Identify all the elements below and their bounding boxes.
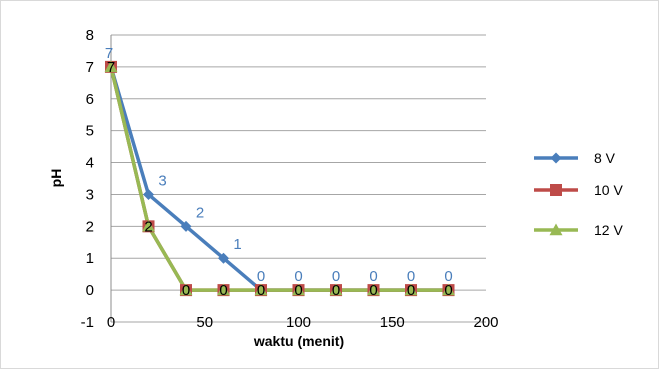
data-label: 1 <box>233 236 241 253</box>
data-point <box>217 283 230 296</box>
x-tick-label: 150 <box>380 314 405 331</box>
data-label: 0 <box>294 282 302 299</box>
y-axis-title: pH <box>48 169 64 188</box>
data-label: 7 <box>105 45 113 62</box>
legend: 8 V 10 V 12 V <box>534 150 623 238</box>
data-label: 0 <box>444 282 452 299</box>
data-label: 0 <box>257 282 265 299</box>
data-point <box>143 188 154 200</box>
data-label: 0 <box>219 282 227 299</box>
data-point <box>179 283 193 296</box>
data-point <box>104 60 118 73</box>
x-axis-title: waktu (menit) <box>253 333 344 349</box>
data-point <box>218 252 229 264</box>
data-label: 0 <box>257 268 265 285</box>
data-label: 0 <box>182 282 190 299</box>
legend-label: 8 V <box>594 150 616 166</box>
y-tick-label: 4 <box>86 155 94 172</box>
data-point <box>142 219 155 232</box>
data-point <box>292 283 305 296</box>
data-label: 0 <box>444 268 452 285</box>
y-tick-label: 0 <box>86 282 94 299</box>
data-point <box>404 283 418 296</box>
y-tick-label: 8 <box>86 27 94 44</box>
y-tick-labels: -1 0 1 2 3 4 5 6 7 8 <box>81 27 94 331</box>
legend-marker <box>550 152 562 164</box>
legend-marker <box>549 223 563 236</box>
data-point <box>254 283 268 296</box>
data-label: 0 <box>332 282 340 299</box>
y-tick-label: 5 <box>86 123 94 140</box>
y-tick-label: 3 <box>86 186 94 203</box>
data-label: 3 <box>158 172 166 189</box>
series-lines <box>109 66 449 292</box>
x-tick-label: 100 <box>286 314 311 331</box>
data-point <box>442 283 455 296</box>
x-tick-label: 0 <box>107 314 115 331</box>
data-point <box>329 283 343 296</box>
x-tick-label: 50 <box>196 314 213 331</box>
data-label: 0 <box>407 282 415 299</box>
data-label: 0 <box>407 268 415 285</box>
data-label: 2 <box>144 218 152 235</box>
y-tick-label: 1 <box>86 250 94 267</box>
x-tick-label: 200 <box>473 314 498 331</box>
y-tick-label: -1 <box>81 314 94 331</box>
series-line-2 <box>109 66 449 292</box>
y-tick-label: 2 <box>86 218 94 235</box>
x-tick-labels: 0 50 100 150 200 <box>107 314 499 331</box>
data-point <box>180 220 192 232</box>
legend-marker <box>550 184 562 196</box>
data-label: 0 <box>369 268 377 285</box>
data-label: 0 <box>332 268 340 285</box>
data-label: 7 <box>107 59 115 76</box>
series-markers <box>104 60 455 297</box>
legend-label: 12 V <box>594 222 623 238</box>
data-label: 0 <box>294 268 302 285</box>
data-point <box>367 283 380 296</box>
y-tick-label: 7 <box>86 59 94 76</box>
data-label: 2 <box>196 204 204 221</box>
gridlines <box>110 34 486 323</box>
y-tick-label: 6 <box>86 91 94 108</box>
data-label: 0 <box>369 282 377 299</box>
legend-label: 10 V <box>594 182 623 198</box>
